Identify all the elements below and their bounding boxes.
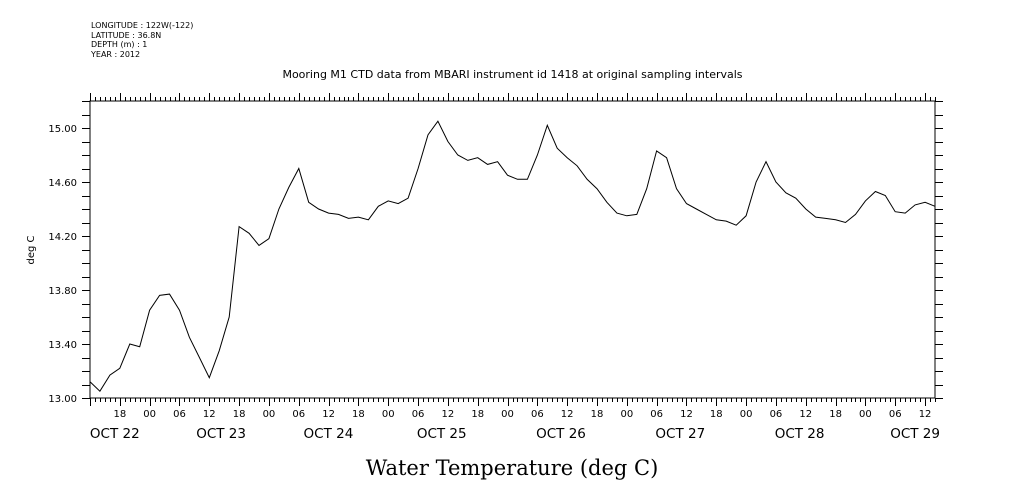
x-tick-label: 06 [650,409,663,420]
chart-title: Mooring M1 CTD data from MBARI instrumen… [282,68,743,81]
depth-label: DEPTH (m) : 1 [91,40,148,50]
plot-frame [89,100,936,399]
x-tick-label: 12 [442,409,455,420]
day-label: OCT 22 [90,426,140,442]
x-tick-label: 18 [233,409,246,420]
y-tick-label: 14.60 [48,178,77,189]
x-axis-title: Water Temperature (deg C) [366,456,659,480]
x-tick-label: 12 [203,409,216,420]
x-tick-label: 18 [710,409,723,420]
x-tick-label: 06 [889,409,902,420]
x-tick-label: 18 [352,409,365,420]
metadata-block: LONGITUDE : 122W(-122) LATITUDE : 36.8N … [91,21,193,59]
x-tick-label: 00 [620,409,633,420]
day-label: OCT 29 [890,426,940,442]
series-line [89,120,936,392]
x-tick-label: 12 [680,409,693,420]
x-tick-label: 06 [412,409,425,420]
y-tick-label: 15.00 [48,124,77,135]
y-tick-label: 13.80 [48,286,77,297]
day-label: OCT 23 [196,426,246,442]
x-tick-label: 18 [113,409,126,420]
x-tick-label: 12 [322,409,335,420]
day-label: OCT 26 [536,426,586,442]
x-tick-label: 18 [591,409,604,420]
x-tick-label: 00 [382,409,395,420]
day-label: OCT 24 [304,426,354,442]
day-label: OCT 27 [655,426,705,442]
year-label: YEAR : 2012 [91,49,141,59]
ticks-layer [82,93,943,406]
x-tick-label: 00 [859,409,872,420]
y-tick-label: 14.20 [48,232,77,243]
x-tick-label: 06 [770,409,783,420]
x-tick-label: 06 [173,409,186,420]
x-tick-label: 06 [292,409,305,420]
y-axis-title: deg C [26,235,37,264]
x-tick-label: 18 [829,409,842,420]
x-tick-label: 18 [471,409,484,420]
axes-layer [89,100,936,399]
x-tick-label: 12 [799,409,812,420]
labels-layer: 13.00 13.40 13.80 14.20 14.60 15.00 18 00 06 12 18… [48,124,940,442]
x-tick-label: 00 [263,409,276,420]
x-tick-label: 00 [143,409,156,420]
day-label: OCT 25 [417,426,467,442]
longitude-label: LONGITUDE : 122W(-122) [91,21,194,30]
x-tick-label: 06 [531,409,544,420]
x-tick-label: 12 [561,409,574,420]
latitude-label: LATITUDE : 36.8N [91,30,162,40]
y-tick-label: 13.00 [48,394,77,405]
x-tick-label: 00 [740,409,753,420]
x-tick-label: 12 [919,409,932,420]
y-tick-label: 13.40 [48,340,77,351]
day-label: OCT 28 [775,426,825,442]
x-tick-label: 00 [501,409,514,420]
